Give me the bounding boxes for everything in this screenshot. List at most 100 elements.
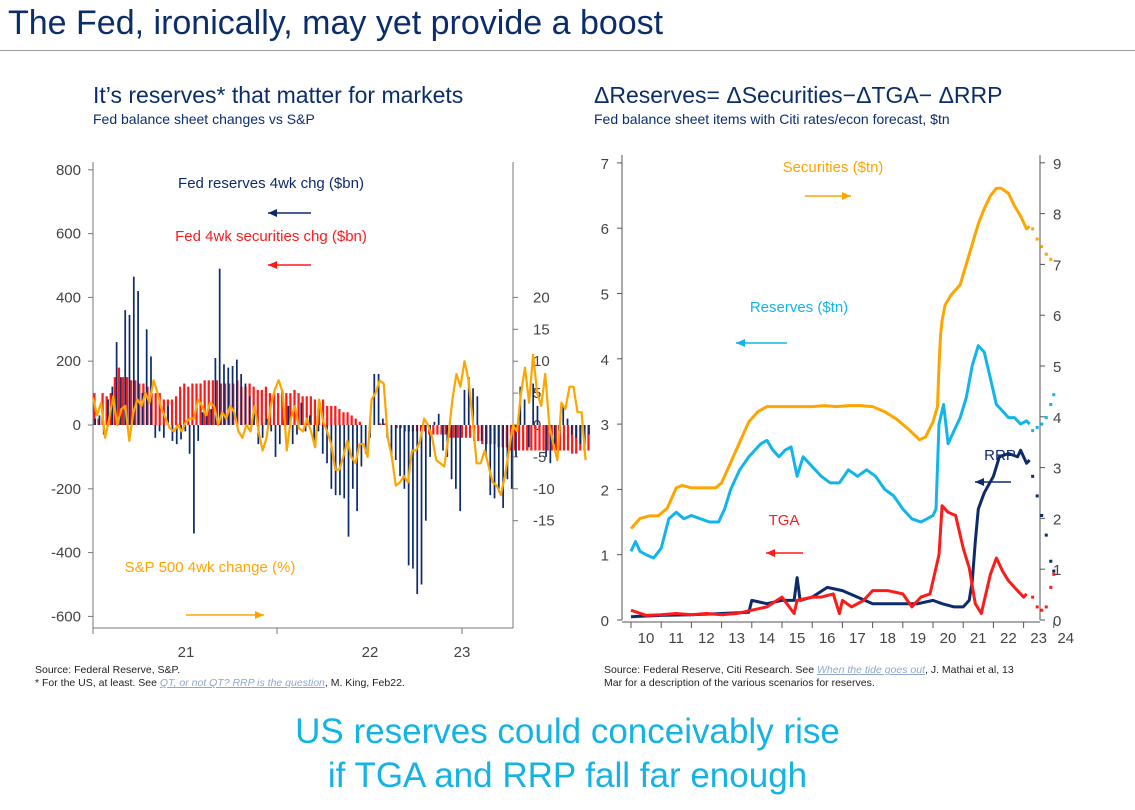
reserves-bar <box>171 425 174 441</box>
reserves-bar <box>390 425 393 457</box>
reserves-bar <box>107 399 109 425</box>
rrp-forecast-dot <box>1031 474 1035 478</box>
securities-bar <box>130 380 133 425</box>
y-left-tick-label: 7 <box>601 156 609 173</box>
y-right-tick-label: -15 <box>533 513 555 530</box>
y-left-tick-label: -600 <box>51 608 81 625</box>
securities-bar <box>513 425 517 451</box>
reserves-bar <box>115 342 118 425</box>
x-tick-label: 19 <box>909 630 926 647</box>
securities-forecast-dot <box>1031 227 1035 231</box>
securities-bar <box>546 425 549 451</box>
reserves-bar <box>266 418 268 425</box>
reserves-bar <box>240 373 243 425</box>
left-chart-title: It’s reserves* that matter for markets <box>93 82 464 108</box>
right-source: Source: Federal Reserve, Citi Research. … <box>604 664 1014 690</box>
securities-bar <box>566 425 570 451</box>
securities-bar <box>350 415 353 425</box>
legend-reserves-arrow-head <box>736 339 745 347</box>
securities-bar <box>562 425 566 451</box>
reserves-bar <box>420 425 423 585</box>
tga-forecast-dot <box>1035 605 1039 609</box>
securities-bar <box>342 412 345 425</box>
right-source-line1: Source: Federal Reserve, Citi Research. … <box>604 664 1014 677</box>
x-tick-label: 22 <box>1000 630 1017 647</box>
reserves-bar <box>175 425 178 445</box>
x-tick-label: 21 <box>970 630 987 647</box>
securities-bar <box>305 396 308 425</box>
securities-forecast-dot <box>1049 257 1053 261</box>
reserves-bar <box>394 425 397 461</box>
tga-forecast-dot <box>1049 585 1053 589</box>
securities-bar <box>346 412 349 425</box>
securities-bar <box>215 380 219 425</box>
y-left-tick-label: 3 <box>601 417 609 434</box>
rrp-forecast-dot <box>1040 514 1044 518</box>
reserves-bar <box>433 421 436 425</box>
tga-forecast-dot <box>1040 608 1044 612</box>
reserves-bar <box>124 310 127 425</box>
securities-bar <box>272 393 276 425</box>
reserves-bar <box>223 364 225 425</box>
right-source-line2: Mar for a description of the various sce… <box>604 677 875 689</box>
securities-bar <box>125 377 129 425</box>
right-chart-subtitle: Fed balance sheet items with Citi rates/… <box>594 111 950 127</box>
reserves-bar <box>197 425 200 441</box>
x-tick-label: 21 <box>178 644 195 661</box>
securities-bar <box>170 399 174 425</box>
securities-bar <box>456 425 459 438</box>
rrp-forecast-dot <box>1049 559 1053 563</box>
reserves-bar <box>467 377 470 425</box>
securities-bar <box>203 380 206 425</box>
securities-bar <box>191 383 194 425</box>
reserves-bar <box>450 425 453 480</box>
y-left-tick-label: 0 <box>73 417 81 434</box>
y-left-tick-label: 200 <box>56 353 81 370</box>
reserves-bar <box>429 425 431 457</box>
legend-securities-label: Securities ($tn) <box>783 159 884 176</box>
left-source-link[interactable]: QT, or not QT? RRP is the question <box>159 677 325 689</box>
reserves-bar <box>536 405 539 425</box>
reserves-bar <box>502 425 504 508</box>
securities-bar <box>538 425 541 451</box>
reserves-bar <box>510 425 513 489</box>
legend-securities-label: Fed 4wk securities chg ($bn) <box>175 228 367 245</box>
reserves-bar <box>227 367 230 425</box>
securities-bar <box>281 389 284 425</box>
reserves-bar <box>287 405 290 425</box>
legend-reserves-arrow-head <box>268 209 277 217</box>
y-right-tick-label: 9 <box>1053 156 1061 173</box>
reserves-bar <box>94 418 97 425</box>
securities-line <box>629 186 1031 530</box>
reserves-bar <box>343 425 346 499</box>
reserves-bar <box>489 425 492 496</box>
securities-bar <box>260 389 263 425</box>
reserves-bar <box>304 425 307 432</box>
right-source-link[interactable]: When the tide goes out <box>817 664 926 676</box>
reserves-bar <box>309 415 311 425</box>
securities-bar <box>187 386 190 425</box>
securities-bar <box>326 405 329 425</box>
y-right-tick-label: 6 <box>1053 308 1061 325</box>
x-tick-label: 11 <box>668 630 684 647</box>
securities-bar <box>436 425 439 435</box>
reserves-bar <box>154 425 157 438</box>
legend-sp500-label: S&P 500 4wk change (%) <box>125 559 296 576</box>
reserves-bar <box>313 425 316 441</box>
reserves-bar <box>399 425 401 477</box>
reserves-bar <box>141 393 144 425</box>
reserves-bar <box>528 425 530 448</box>
securities-bar <box>338 409 341 425</box>
legend-rrp-label: RRP <box>984 447 1016 464</box>
securities-bar <box>142 383 145 425</box>
reserves-bar <box>188 425 191 454</box>
y-left-tick-label: 0 <box>601 613 609 630</box>
reserves-bar <box>476 396 479 425</box>
reserves-bar <box>145 329 148 425</box>
reserves-bar <box>321 425 324 454</box>
reserves-bar <box>360 425 363 467</box>
reserves-bar <box>351 425 354 489</box>
securities-bar <box>534 425 537 451</box>
reserves-bar <box>201 412 204 425</box>
